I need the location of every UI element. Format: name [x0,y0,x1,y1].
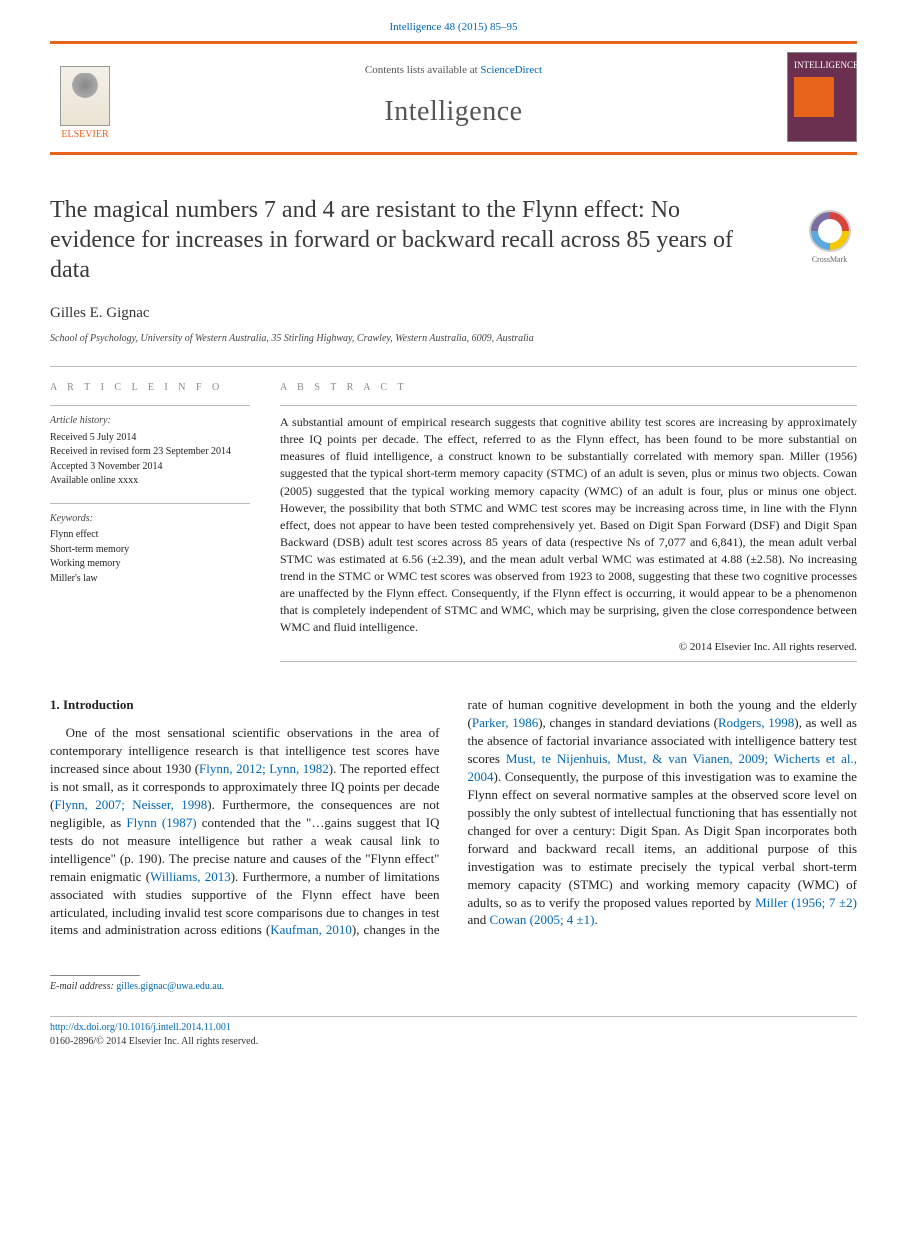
info-divider-2 [50,503,250,504]
abstract-text: A substantial amount of empirical resear… [280,414,857,635]
masthead: ELSEVIER Contents lists available at Sci… [50,44,857,155]
citation-link[interactable]: Cowan (2005; 4 ±1) [490,912,595,927]
cover-square-icon [794,77,834,117]
crossmark-label: CrossMark [802,254,857,265]
citation-link[interactable]: Flynn, 2007; Neisser, 1998 [54,797,207,812]
footer-divider [50,1016,857,1017]
contents-prefix: Contents lists available at [365,64,480,76]
article-title: The magical numbers 7 and 4 are resistan… [50,195,750,285]
info-divider-1 [50,405,250,406]
author-affiliation: School of Psychology, University of West… [50,332,857,346]
history-line: Accepted 3 November 2014 [50,460,250,475]
sciencedirect-link[interactable]: ScienceDirect [480,64,542,76]
abstract-label: A B S T R A C T [280,381,857,395]
section-heading: 1. Introduction [50,696,440,714]
elsevier-tree-icon [60,66,110,126]
keyword: Miller's law [50,572,250,587]
footnote-label: E-mail address: [50,981,116,992]
abstract-copyright: © 2014 Elsevier Inc. All rights reserved… [280,640,857,655]
citation-link[interactable]: Miller (1956; 7 ±2) [755,895,857,910]
journal-cover-thumb: INTELLIGENCE [787,52,857,142]
history-line: Available online xxxx [50,474,250,489]
publisher-name: ELSEVIER [61,128,108,142]
abstract-divider [280,405,857,406]
body-paragraph: One of the most sensational scientific o… [50,696,857,939]
citation-link[interactable]: Kaufman, 2010 [270,922,352,937]
citation-link[interactable]: Parker, 1986 [472,715,538,730]
body-text: . [595,912,598,927]
author-email-link[interactable]: gilles.gignac@uwa.edu.au [116,981,222,992]
info-abstract-row: A R T I C L E I N F O Article history: R… [50,381,857,662]
keyword: Flynn effect [50,528,250,543]
body-text: ), changes in standard deviations ( [538,715,718,730]
citation-link[interactable]: Flynn, 2012; Lynn, 1982 [199,761,329,776]
citation-link[interactable]: Flynn (1987) [126,815,196,830]
abstract-bottom-divider [280,661,857,662]
cover-title: INTELLIGENCE [794,59,858,72]
body-columns: 1. Introduction One of the most sensatio… [50,696,857,939]
article-info-label: A R T I C L E I N F O [50,381,250,395]
history-line: Received in revised form 23 September 20… [50,445,250,460]
author-name: Gilles E. Gignac [50,303,857,324]
keywords-label: Keywords: [50,512,250,527]
abstract-column: A B S T R A C T A substantial amount of … [280,381,857,662]
issn-copyright: 0160-2896/© 2014 Elsevier Inc. All right… [50,1036,258,1047]
article-history-block: Article history: Received 5 July 2014 Re… [50,414,250,489]
citation-link[interactable]: Williams, 2013 [150,869,231,884]
contents-line: Contents lists available at ScienceDirec… [365,63,542,78]
body-text: and [468,912,490,927]
divider-top [50,366,857,367]
citation-link[interactable]: Rodgers, 1998 [718,715,794,730]
article-info-column: A R T I C L E I N F O Article history: R… [50,381,250,662]
doi-link[interactable]: http://dx.doi.org/10.1016/j.intell.2014.… [50,1022,231,1033]
journal-name: Intelligence [384,92,522,131]
keyword: Working memory [50,557,250,572]
footnote-suffix: . [222,981,225,992]
crossmark-icon [809,210,851,252]
keyword: Short-term memory [50,543,250,558]
history-label: Article history: [50,414,250,429]
journal-reference: Intelligence 48 (2015) 85–95 [50,20,857,35]
footnote-rule [50,975,140,976]
history-line: Received 5 July 2014 [50,431,250,446]
page-footer: http://dx.doi.org/10.1016/j.intell.2014.… [50,1021,857,1049]
masthead-center: Contents lists available at ScienceDirec… [120,52,787,142]
email-footnote: E-mail address: gilles.gignac@uwa.edu.au… [50,980,857,994]
body-text: ). Consequently, the purpose of this inv… [468,769,858,910]
publisher-logo: ELSEVIER [50,52,120,142]
crossmark-badge[interactable]: CrossMark [802,210,857,265]
keywords-block: Keywords: Flynn effect Short-term memory… [50,512,250,587]
journal-ref-link[interactable]: Intelligence 48 (2015) 85–95 [390,21,518,33]
